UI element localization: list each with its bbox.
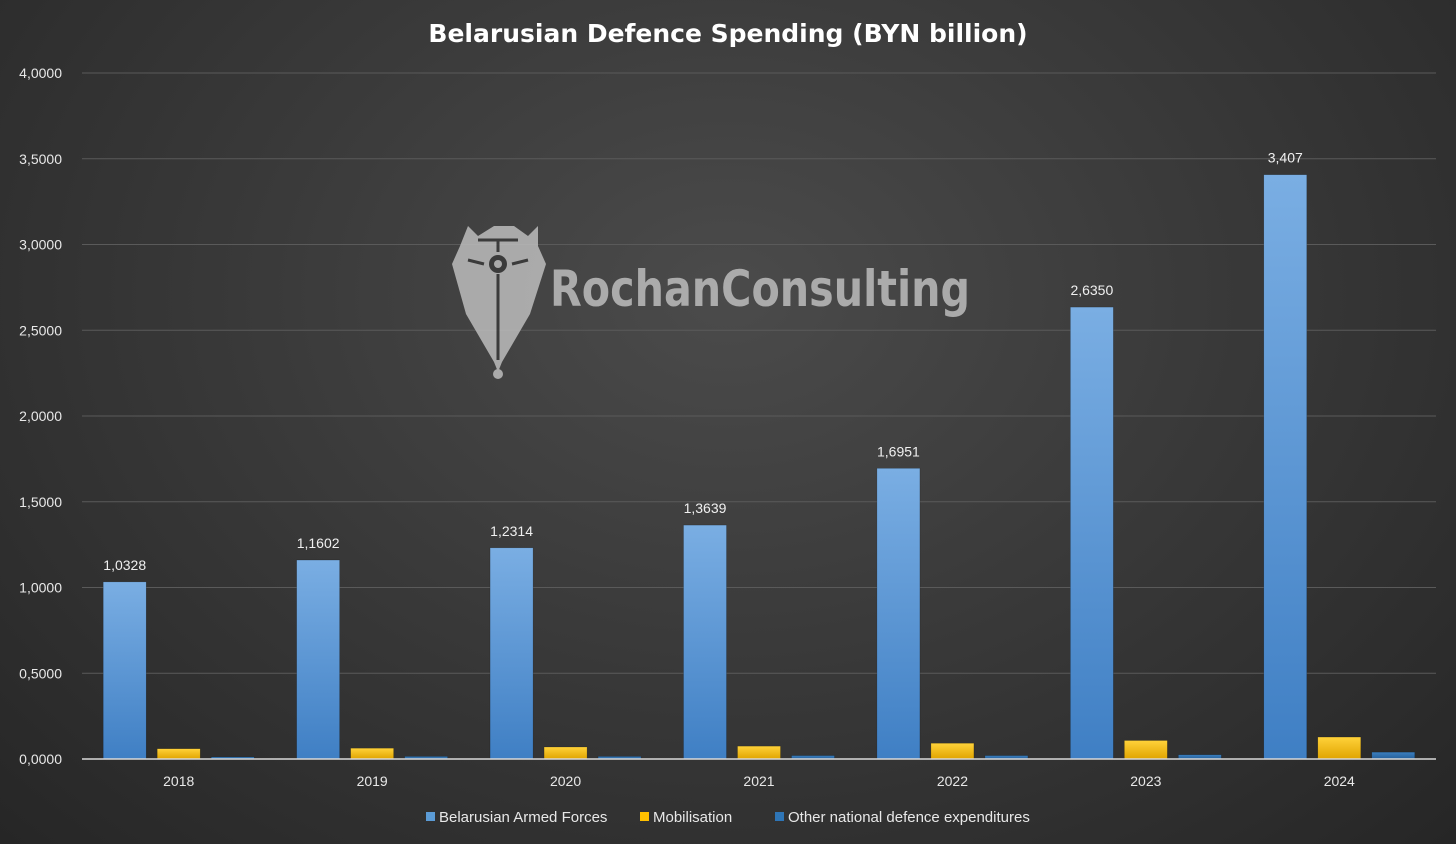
bar-armed-forces	[683, 524, 727, 760]
gridlines	[82, 72, 1436, 674]
y-tick-label: 2,5000	[19, 322, 62, 338]
x-tick-label: 2023	[1130, 773, 1161, 789]
bar-mobilisation	[1124, 740, 1168, 760]
bar-armed-forces	[489, 547, 534, 760]
data-labels: 1,0328 1,1602 1,2314 1,3639 1,6951 2,6350 3,40…	[103, 150, 1303, 573]
legend: Belarusian Armed Forces Mobilisation Other…	[426, 809, 1030, 826]
legend-label: Belarusian Armed Forces	[439, 809, 607, 826]
y-tick-label: 2,0000	[19, 408, 62, 424]
data-label: 1,0328	[103, 557, 146, 573]
bar-mobilisation	[737, 745, 781, 760]
y-tick-label: 0,0000	[19, 751, 62, 767]
bar-mobilisation	[543, 746, 588, 760]
legend-label: Mobilisation	[653, 809, 732, 826]
data-label: 3,407	[1268, 150, 1303, 166]
y-tick-label: 3,0000	[19, 237, 62, 253]
legend-label: Other national defence expenditures	[788, 809, 1030, 826]
x-tick-label: 2021	[743, 773, 774, 789]
watermark-text: RochanConsulting	[550, 260, 970, 318]
data-label: 1,3639	[684, 500, 727, 516]
data-label: 2,6350	[1070, 282, 1113, 298]
y-tick-label: 1,5000	[19, 494, 62, 510]
legend-swatch	[640, 812, 649, 821]
y-tick-label: 4,0000	[19, 65, 62, 81]
x-tick-label: 2022	[937, 773, 968, 789]
x-tick-label: 2019	[357, 773, 388, 789]
legend-swatch	[775, 812, 784, 821]
bar-armed-forces	[102, 581, 147, 760]
bar-armed-forces	[1263, 174, 1308, 760]
data-label: 1,2314	[490, 523, 533, 539]
watermark-logo: RochanConsulting	[452, 226, 970, 379]
bars	[102, 174, 1416, 760]
data-label: 1,1602	[297, 535, 340, 551]
x-tick-label: 2018	[163, 773, 194, 789]
x-tick-label: 2024	[1324, 773, 1355, 789]
y-tick-label: 1,0000	[19, 580, 62, 596]
bar-mobilisation	[350, 747, 394, 760]
bar-other-defence	[1371, 751, 1416, 760]
bar-armed-forces	[1070, 306, 1114, 760]
bar-mobilisation	[156, 748, 201, 760]
bar-mobilisation	[930, 742, 975, 760]
y-axis-ticks: 0,0000 0,5000 1,0000 1,5000 2,0000 2,5000 3,00…	[19, 65, 62, 767]
bar-armed-forces	[876, 468, 921, 760]
x-tick-label: 2020	[550, 773, 581, 789]
data-label: 1,6951	[877, 443, 920, 459]
x-axis-ticks: 2018 2019 2020 2021 2022 2023 2024	[163, 773, 1355, 789]
pen-nib-bear-logo-icon	[452, 226, 546, 379]
legend-swatch	[426, 812, 435, 821]
y-tick-label: 0,5000	[19, 665, 62, 681]
chart-title: Belarusian Defence Spending (BYN billion…	[428, 19, 1027, 48]
y-tick-label: 3,5000	[19, 151, 62, 167]
bar-mobilisation	[1317, 736, 1362, 760]
bar-armed-forces	[296, 559, 340, 760]
